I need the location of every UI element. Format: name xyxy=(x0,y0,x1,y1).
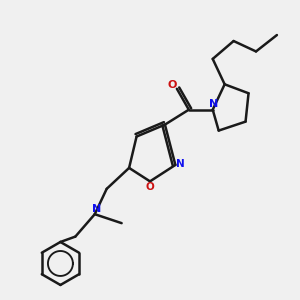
Text: O: O xyxy=(168,80,177,90)
Text: O: O xyxy=(146,182,155,192)
Text: N: N xyxy=(92,204,101,214)
Text: N: N xyxy=(209,99,218,109)
Text: N: N xyxy=(176,159,184,169)
